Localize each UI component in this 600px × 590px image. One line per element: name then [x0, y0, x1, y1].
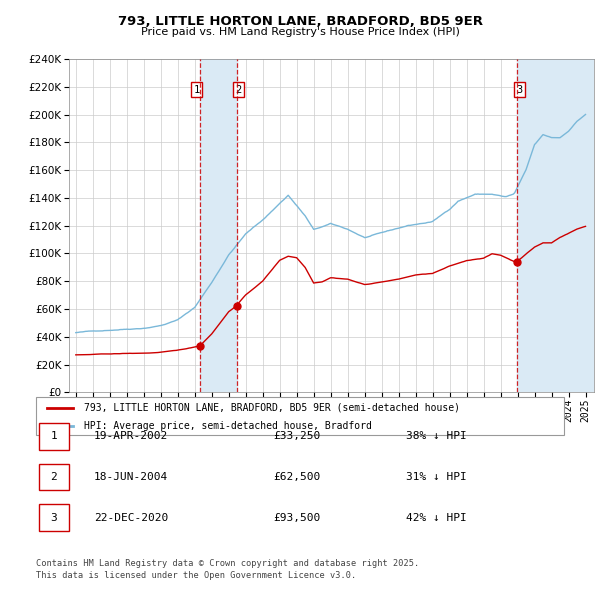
- Text: Price paid vs. HM Land Registry's House Price Index (HPI): Price paid vs. HM Land Registry's House …: [140, 27, 460, 37]
- Bar: [517, 59, 594, 392]
- Bar: [38, 504, 69, 531]
- Text: HPI: Average price, semi-detached house, Bradford: HPI: Average price, semi-detached house,…: [83, 421, 371, 431]
- Text: 793, LITTLE HORTON LANE, BRADFORD, BD5 9ER: 793, LITTLE HORTON LANE, BRADFORD, BD5 9…: [118, 15, 482, 28]
- Text: 3: 3: [516, 84, 523, 94]
- Text: £33,250: £33,250: [274, 431, 321, 441]
- Text: Contains HM Land Registry data © Crown copyright and database right 2025.: Contains HM Land Registry data © Crown c…: [36, 559, 419, 568]
- Text: 793, LITTLE HORTON LANE, BRADFORD, BD5 9ER (semi-detached house): 793, LITTLE HORTON LANE, BRADFORD, BD5 9…: [83, 403, 460, 413]
- Text: 38% ↓ HPI: 38% ↓ HPI: [406, 431, 466, 441]
- Text: 19-APR-2002: 19-APR-2002: [94, 431, 169, 441]
- Text: 22-DEC-2020: 22-DEC-2020: [94, 513, 169, 523]
- Bar: [38, 423, 69, 450]
- Text: 2: 2: [50, 472, 58, 482]
- Bar: [38, 464, 69, 490]
- Text: 42% ↓ HPI: 42% ↓ HPI: [406, 513, 466, 523]
- Text: £62,500: £62,500: [274, 472, 321, 482]
- Bar: [200, 59, 236, 392]
- Text: £93,500: £93,500: [274, 513, 321, 523]
- Text: 2: 2: [235, 84, 242, 94]
- Text: This data is licensed under the Open Government Licence v3.0.: This data is licensed under the Open Gov…: [36, 571, 356, 580]
- Text: 1: 1: [50, 431, 58, 441]
- Text: 3: 3: [50, 513, 58, 523]
- Text: 1: 1: [194, 84, 200, 94]
- Text: 18-JUN-2004: 18-JUN-2004: [94, 472, 169, 482]
- Text: 31% ↓ HPI: 31% ↓ HPI: [406, 472, 466, 482]
